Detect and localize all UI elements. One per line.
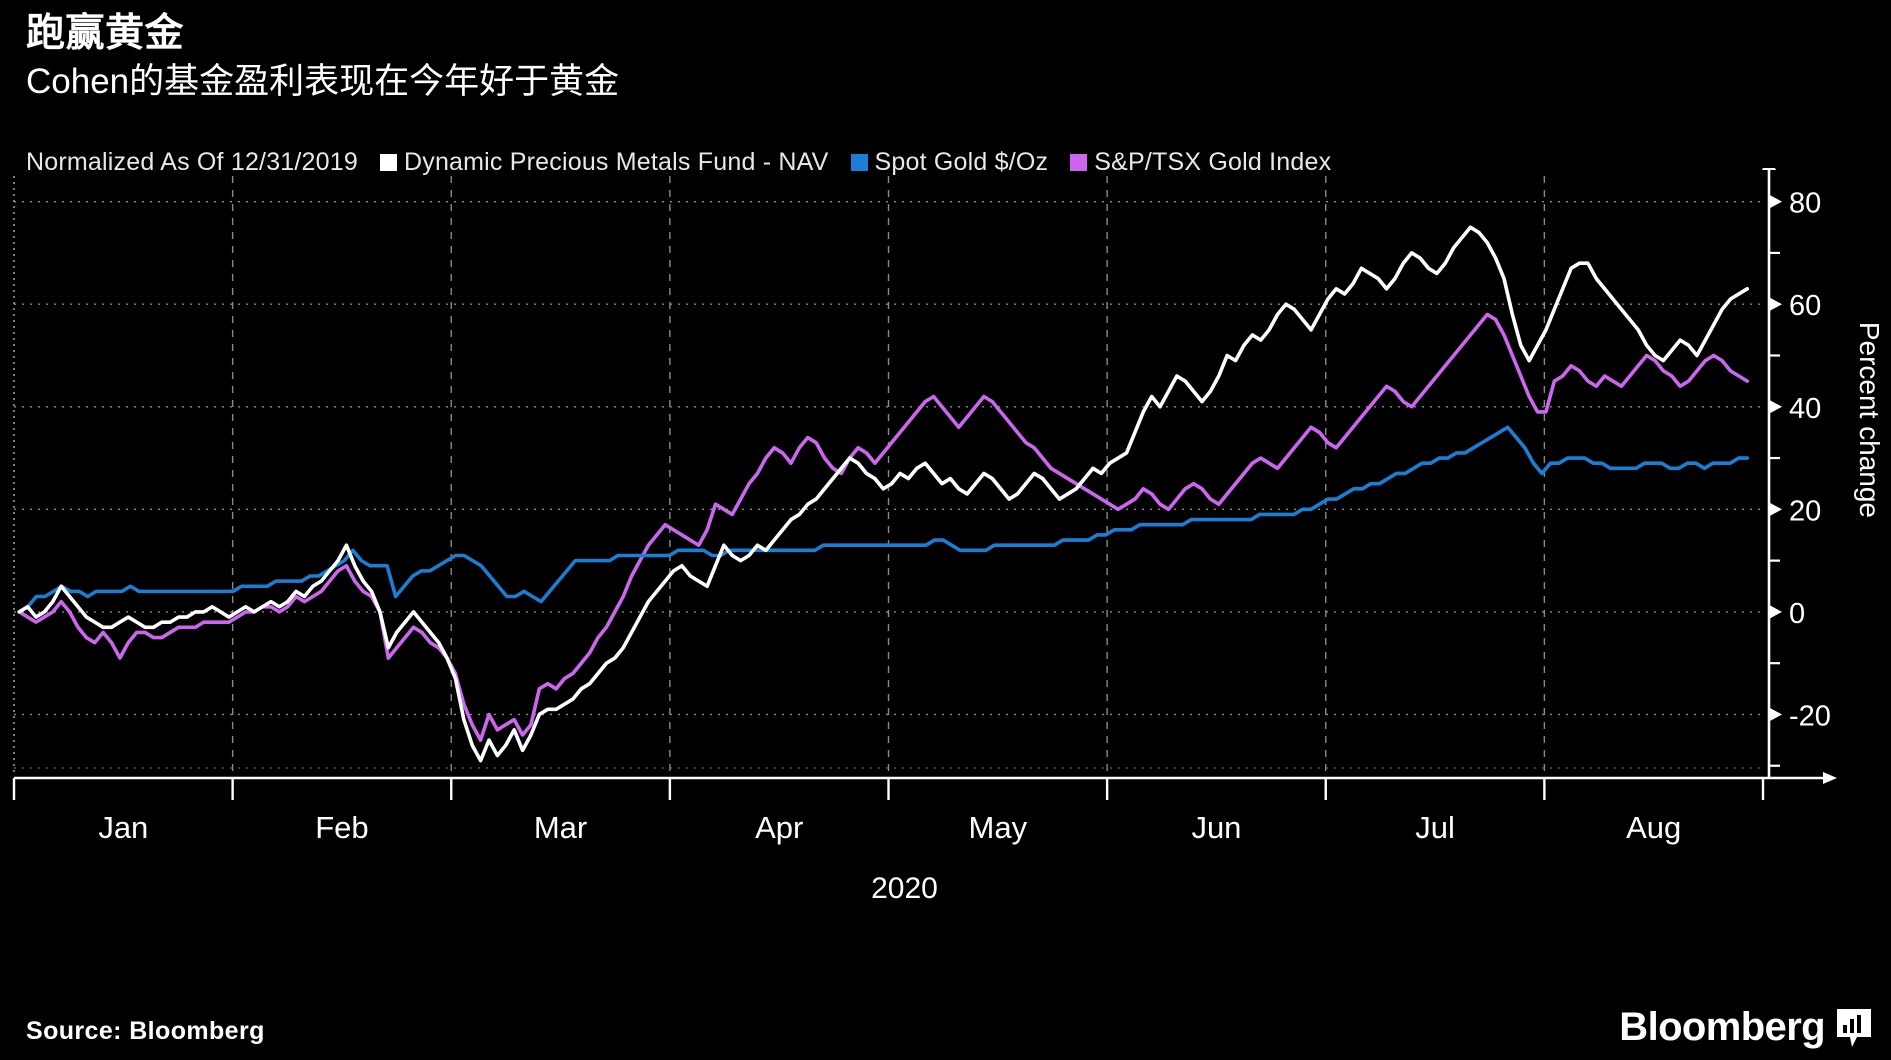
series-line-spot-gold — [17, 425, 1750, 614]
chart-legend: Normalized As Of 12/31/2019 Dynamic Prec… — [26, 148, 1353, 177]
x-tick-label: Feb — [315, 810, 368, 845]
legend-item-fund[interactable]: Dynamic Precious Metals Fund - NAV — [379, 148, 829, 177]
y-tick-label: 40 — [1789, 393, 1821, 425]
legend-normalized-note: Normalized As Of 12/31/2019 — [26, 148, 358, 176]
x-axis-title: 2020 — [871, 872, 938, 905]
y-tick-major — [1769, 604, 1782, 619]
series-line-fund — [17, 225, 1750, 763]
chart-title: 跑赢黄金 — [26, 12, 185, 55]
legend-label-tsx-gold: S&P/TSX Gold Index — [1094, 148, 1332, 176]
x-tick-label: Jun — [1191, 810, 1241, 845]
legend-item-tsx-gold[interactable]: S&P/TSX Gold Index — [1070, 148, 1331, 177]
y-tick-label: 0 — [1789, 598, 1805, 630]
legend-label-fund: Dynamic Precious Metals Fund - NAV — [403, 148, 829, 176]
legend-swatch-spot-gold — [850, 154, 868, 171]
y-tick-label: 60 — [1789, 290, 1821, 322]
axis-x-arrow — [1823, 772, 1837, 784]
legend-swatch-tsx-gold — [1070, 154, 1088, 171]
chart-header: 跑赢黄金 Cohen的基金盈利表现在今年好于黄金 — [26, 10, 1826, 104]
y-tick-major — [1769, 707, 1782, 722]
y-tick-major — [1769, 399, 1782, 414]
y-tick-major — [1769, 194, 1782, 209]
x-tick-label: Jan — [98, 810, 148, 845]
legend-item-spot-gold[interactable]: Spot Gold $/Oz — [850, 148, 1049, 177]
source-note: Source: Bloomberg — [26, 1017, 265, 1045]
y-tick-major — [1769, 297, 1782, 312]
series-lines — [17, 225, 1750, 763]
grid-layer — [14, 176, 1763, 776]
y-tick-label: 20 — [1789, 495, 1821, 527]
bloomberg-logo-icon — [1837, 1008, 1871, 1047]
bloomberg-wordmark: Bloomberg — [1619, 1005, 1825, 1049]
bloomberg-brand: Bloomberg — [1619, 1005, 1871, 1050]
y-axis-title: Percent change — [1854, 321, 1885, 518]
x-tick-label: Aug — [1626, 810, 1681, 845]
x-tick-label: May — [969, 810, 1028, 845]
chart-svg: -20 0 20 40 60 80 Jan Feb Mar Apr May Jun Jul Aug 2020 — [12, 168, 1837, 905]
legend-label-spot-gold: Spot Gold $/Oz — [874, 148, 1049, 176]
chart-plot-container: -20 0 20 40 60 80 Jan Feb Mar Apr May Jun Jul Aug 2020… — [0, 168, 1891, 978]
x-tick-label: Mar — [534, 810, 587, 845]
tick-label-layer: -20 0 20 40 60 80 Jan Feb Mar Apr May Jun Jul Aug 2020 — [98, 188, 1831, 905]
axis-y-arrow — [1762, 168, 1776, 170]
x-tick-label: Apr — [755, 810, 803, 845]
x-tick-label: Jul — [1415, 810, 1455, 845]
y-tick-label: -20 — [1789, 700, 1831, 732]
y-tick-major — [1769, 502, 1782, 517]
legend-swatch-fund — [379, 154, 397, 171]
axis-layer — [12, 168, 1837, 800]
y-tick-label: 80 — [1789, 188, 1821, 220]
series-line-tsx-gold — [17, 312, 1750, 742]
chart-subtitle: Cohen的基金盈利表现在今年好于黄金 — [26, 62, 620, 101]
